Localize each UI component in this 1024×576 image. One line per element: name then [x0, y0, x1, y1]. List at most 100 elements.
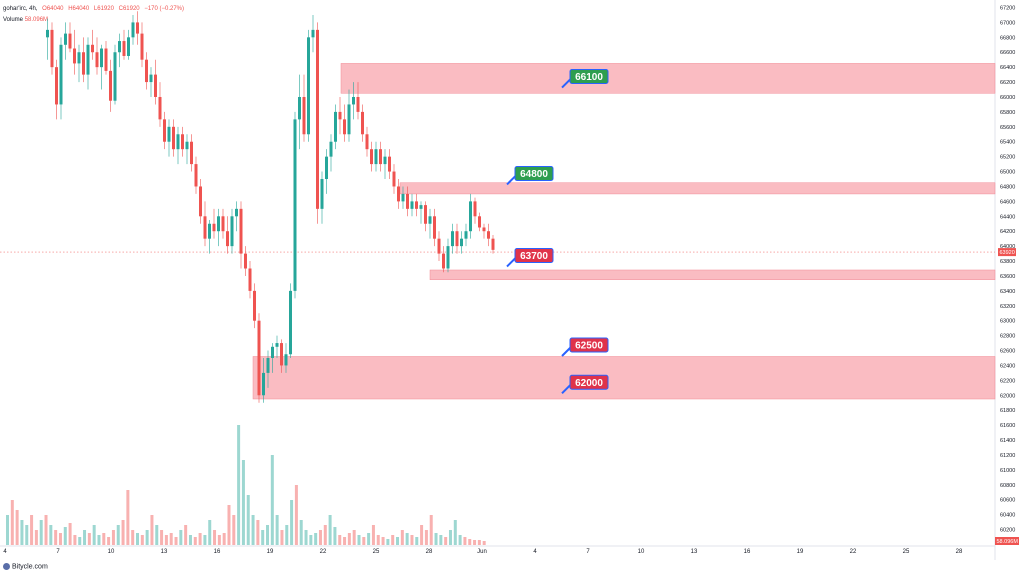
candle-body — [401, 193, 405, 202]
volume-legend: Volume 58.096M — [3, 17, 48, 23]
candle-body — [122, 41, 126, 56]
volume-bar — [34, 530, 38, 545]
candle-body — [433, 216, 436, 239]
volume-bar — [198, 533, 202, 545]
candle-body — [55, 67, 58, 105]
volume-bar — [184, 525, 188, 545]
volume-bar — [371, 525, 375, 545]
volume-axis-tag — [995, 537, 1019, 545]
volume-bar — [396, 537, 400, 545]
volume-bar — [256, 520, 260, 545]
candle-body — [419, 205, 423, 209]
price-tick-label: 63400 — [1000, 289, 1015, 295]
candle-body — [325, 156, 328, 180]
candle-body — [185, 141, 189, 150]
open-value: O64040 — [42, 6, 64, 12]
volume-bar — [323, 525, 327, 545]
time-tick-label: 25 — [903, 549, 910, 555]
volume-bar — [92, 525, 96, 545]
volume-bar — [290, 500, 294, 545]
price-tick-label: 64400 — [1000, 214, 1015, 220]
candle-body — [235, 208, 238, 217]
volume-bar — [217, 535, 221, 545]
volume-bar — [97, 535, 101, 545]
time-tick-label: 19 — [267, 549, 274, 555]
volume-bar — [188, 535, 192, 545]
volume-bar — [73, 535, 77, 545]
volume-bar — [424, 530, 428, 545]
volume-bar — [121, 520, 125, 545]
volume-bar — [179, 530, 183, 545]
volume-bar — [102, 533, 106, 545]
candle-body — [487, 231, 490, 239]
volume-label: Volume — [3, 17, 24, 23]
price-tick-label: 62200 — [1000, 378, 1015, 384]
price-tick-label: 61000 — [1000, 468, 1015, 474]
price-tick-label: 62800 — [1000, 334, 1015, 340]
candle-body — [244, 253, 247, 269]
candle-body — [343, 119, 346, 135]
volume-bar — [150, 515, 154, 545]
candle-body — [154, 74, 157, 97]
volume-bar — [473, 540, 477, 545]
volume-bar — [251, 515, 255, 545]
symbol-label: gohar'irc, 4h, — [3, 6, 38, 12]
candle-body — [455, 231, 459, 247]
price-tick-label: 65200 — [1000, 155, 1015, 161]
candle-body — [145, 59, 148, 83]
time-tick-label: 16 — [744, 549, 751, 555]
volume-bar — [405, 533, 409, 545]
candle-body — [428, 216, 432, 224]
volume-bar — [391, 535, 395, 545]
candle-body — [194, 164, 198, 187]
level-callout-box — [569, 69, 609, 85]
volume-bar — [429, 515, 433, 545]
brand-logo-icon — [3, 563, 10, 570]
price-tick-label: 63600 — [1000, 274, 1015, 280]
candle-body — [190, 141, 193, 165]
volume-bar — [193, 537, 197, 545]
volume-bar — [415, 537, 419, 545]
candle-body — [46, 29, 49, 38]
volume-bar — [164, 535, 168, 545]
volume-bar — [309, 535, 313, 545]
candle-body — [302, 96, 306, 135]
price-tick-label: 65800 — [1000, 110, 1015, 116]
last-price-tag-label: 63920 — [1000, 250, 1015, 256]
candle-body — [311, 29, 315, 38]
candle-body — [217, 216, 220, 232]
candle-body — [370, 149, 373, 165]
volume-bar — [299, 520, 303, 545]
candle-body — [478, 216, 481, 228]
candle-body — [95, 52, 99, 68]
volume-bar — [126, 490, 130, 545]
level-callout-label: 62500 — [575, 340, 603, 351]
candle-body — [199, 186, 202, 217]
price-tick-label: 61400 — [1000, 438, 1015, 444]
candle-body — [284, 354, 288, 366]
volume-bar — [314, 533, 318, 545]
volume-bar — [352, 530, 356, 545]
price-tick-label: 66600 — [1000, 50, 1015, 56]
volume-bar — [237, 425, 241, 545]
time-tick-label: 19 — [797, 549, 804, 555]
price-tick-label: 66800 — [1000, 35, 1015, 41]
volume-bar — [482, 541, 486, 545]
volume-bar — [58, 533, 62, 545]
price-tick-label: 61800 — [1000, 408, 1015, 414]
price-tick-label: 67200 — [1000, 6, 1015, 12]
price-tick-label: 63800 — [1000, 259, 1015, 265]
candle-body — [109, 70, 112, 101]
price-tick-label: 60200 — [1000, 528, 1015, 534]
volume-bar — [227, 505, 231, 545]
volume-bar — [333, 527, 337, 545]
volume-bar — [136, 533, 140, 545]
level-callout-label: 64800 — [520, 169, 548, 180]
candle-body — [361, 111, 364, 135]
candle-body — [91, 44, 94, 53]
candle-body — [136, 22, 139, 34]
volume-bar — [241, 460, 245, 545]
candle-body — [329, 141, 333, 157]
candle-body — [352, 96, 355, 105]
